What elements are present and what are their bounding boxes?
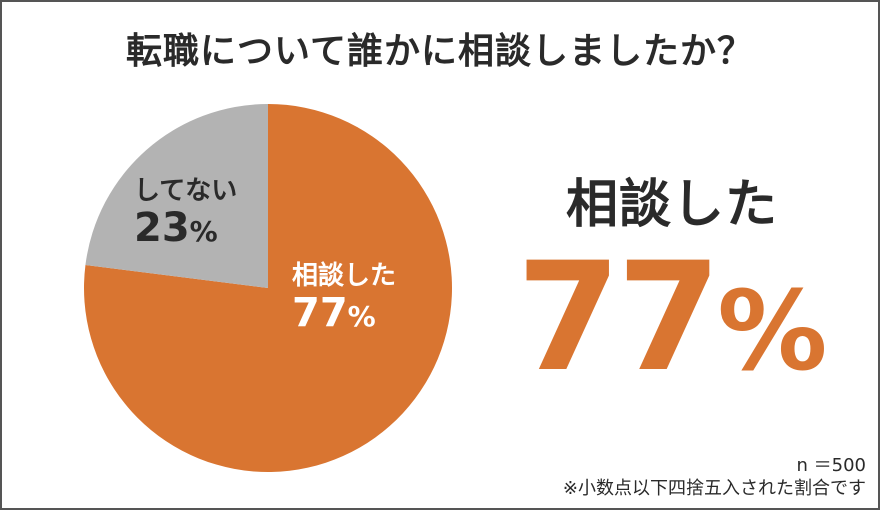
slice-not-consulted (85, 104, 268, 288)
footnote: n ＝500 ※小数点以下四捨五入された割合です (563, 455, 866, 500)
slice-label-consulted-pct: 77% (292, 291, 396, 335)
slice-label-consulted-value: 77 (292, 289, 348, 336)
slice-label-consulted: 相談した 77% (292, 262, 396, 335)
slice-label-not-consulted: してない 23% (134, 177, 237, 250)
highlight-label: 相談した (565, 175, 778, 235)
highlight-number: 77 (516, 231, 722, 405)
slice-label-consulted-name: 相談した (292, 261, 397, 291)
sample-size: n ＝500 (796, 455, 867, 476)
highlight-unit: % (717, 267, 828, 395)
highlight-value: 77% (482, 243, 862, 393)
pie-chart: してない 23% 相談した 77% (82, 102, 454, 474)
slice-label-consulted-unit: % (347, 299, 376, 333)
chart-title: 転職について誰かに相談しましたか？ (126, 31, 754, 72)
slice-label-not-consulted-pct: 23% (134, 206, 237, 250)
slice-label-not-consulted-name: してない (134, 176, 238, 206)
pie-svg (84, 104, 452, 472)
rounding-note: ※小数点以下四捨五入された割合です (562, 477, 866, 499)
slice-label-not-consulted-unit: % (189, 214, 218, 248)
slice-label-not-consulted-value: 23 (134, 204, 190, 251)
highlight-callout: 相談した 77% (482, 162, 862, 393)
